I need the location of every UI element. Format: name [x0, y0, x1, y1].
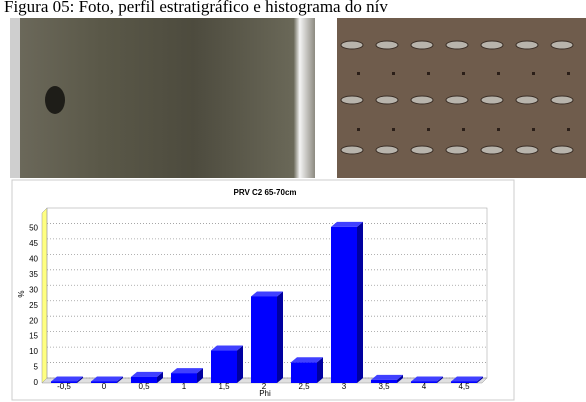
y-tick-label: 0 [34, 378, 39, 387]
shell-symbol [341, 41, 363, 49]
shell-symbol [551, 96, 573, 104]
x-tick-label: 1 [182, 382, 187, 391]
shell-symbol [551, 41, 573, 49]
shell-symbol [411, 96, 433, 104]
bar-side [237, 346, 243, 383]
chart-title: PRV C2 65-70cm [234, 188, 297, 197]
x-tick-label: 0 [102, 382, 107, 391]
dot-symbol [497, 128, 500, 131]
dot-symbol [497, 72, 500, 75]
bar [51, 381, 77, 383]
dot-symbol [357, 72, 360, 75]
y-tick-label: 25 [29, 301, 38, 310]
dot-symbol [392, 128, 395, 131]
bar [251, 296, 277, 383]
dot-symbol [357, 128, 360, 131]
dot-symbol [427, 72, 430, 75]
y-tick-label: 5 [34, 363, 39, 372]
shell-symbol [376, 41, 398, 49]
y-tick-label: 50 [29, 224, 38, 233]
x-tick-label: 4 [422, 382, 427, 391]
bar-side [277, 291, 283, 383]
core-photo-edge [10, 18, 20, 178]
shell-symbol [481, 96, 503, 104]
x-tick-label: 3 [342, 382, 347, 391]
y-wall [42, 208, 47, 383]
shell-symbol [551, 146, 573, 154]
dot-symbol [427, 128, 430, 131]
caption: Figura 05: Foto, perfil estratigráfico e… [4, 0, 388, 16]
shell-symbol [446, 96, 468, 104]
bar [371, 380, 397, 383]
core-photo-spot [45, 86, 65, 114]
bar [331, 227, 357, 383]
dot-symbol [462, 128, 465, 131]
shell-symbol [446, 146, 468, 154]
y-tick-label: 30 [29, 285, 38, 294]
x-tick-label: 1,5 [218, 382, 230, 391]
dot-symbol [532, 128, 535, 131]
page: Figura 05: Foto, perfil estratigráfico e… [0, 0, 586, 402]
shell-symbol [481, 146, 503, 154]
bar [291, 362, 317, 383]
shell-symbol [481, 41, 503, 49]
y-tick-label: 20 [29, 316, 38, 325]
y-tick-label: 35 [29, 270, 38, 279]
shell-symbol [516, 41, 538, 49]
y-tick-label: 15 [29, 332, 38, 341]
x-tick-label: 0,5 [138, 382, 150, 391]
bar [451, 381, 477, 383]
x-tick-label: -0,5 [57, 382, 71, 391]
dot-symbol [392, 72, 395, 75]
shell-symbol [411, 146, 433, 154]
shell-symbol [516, 146, 538, 154]
y-tick-label: 10 [29, 347, 38, 356]
dot-symbol [567, 72, 570, 75]
bar [211, 351, 237, 383]
y-tick-label: 40 [29, 254, 38, 263]
dot-symbol [532, 72, 535, 75]
y-axis-label: % [17, 290, 26, 297]
shell-symbol [341, 96, 363, 104]
shell-symbol [516, 96, 538, 104]
bar [171, 373, 197, 383]
dot-symbol [462, 72, 465, 75]
bar [411, 381, 437, 383]
shell-symbol [376, 96, 398, 104]
x-tick-label: 4,5 [458, 382, 470, 391]
shell-symbol [376, 146, 398, 154]
shell-symbol [341, 146, 363, 154]
shell-symbol [411, 41, 433, 49]
x-tick-label: 2 [262, 382, 267, 391]
x-tick-label: 2,5 [298, 382, 310, 391]
x-tick-label: 3,5 [378, 382, 390, 391]
bar [91, 381, 117, 383]
y-tick-label: 45 [29, 239, 38, 248]
dot-symbol [567, 128, 570, 131]
bar [131, 377, 157, 383]
bar-side [357, 222, 363, 383]
shell-symbol [446, 41, 468, 49]
